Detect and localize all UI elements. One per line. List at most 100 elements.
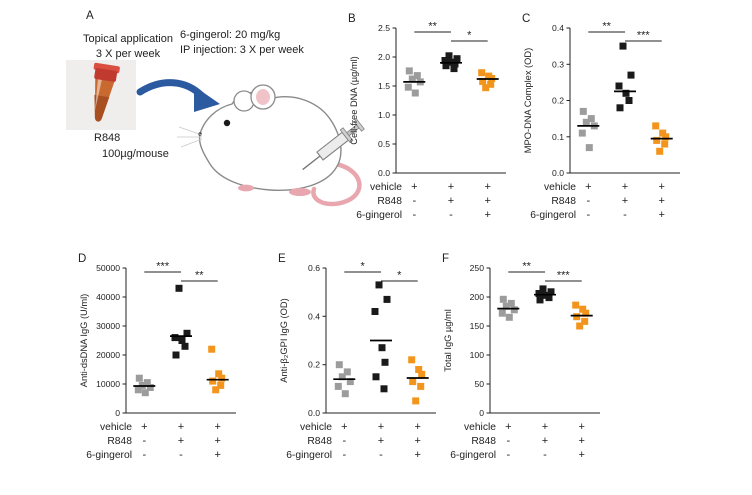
data-point (453, 55, 461, 63)
y-tick-label: 0 (115, 408, 120, 418)
y-tick-label: 1.0 (378, 110, 390, 120)
significance-bar: *** (545, 270, 582, 282)
data-point (498, 309, 506, 317)
data-point (579, 107, 587, 115)
treatment-row: 6-gingerol - - + (530, 209, 665, 221)
significance-label: * (467, 30, 472, 42)
significance-label: * (361, 261, 366, 273)
significance-label: ** (195, 270, 204, 282)
significance-bar: ** (414, 21, 451, 33)
data-point (576, 322, 584, 330)
panel-D-label: D (78, 253, 86, 265)
data-point (507, 299, 515, 307)
y-tick-label: 10000 (96, 379, 120, 389)
treatment-row: 6-gingerol - - + (450, 449, 585, 461)
topical-line2: 3 X per week (95, 47, 161, 60)
data-point (622, 89, 630, 97)
series-2 (476, 69, 499, 92)
series-2 (406, 356, 429, 405)
treatment-symbol: - (586, 209, 590, 221)
series-0 (333, 361, 356, 398)
panel-d-anti-dsdna: D Anti-dsDNA IgG (U/ml) 0 10000 20000 30000 40… (78, 248, 253, 475)
gingerol-dose-text: 6-gingerol: 20 mg/kg IP injection: 3 X p… (180, 28, 304, 58)
data-point (545, 294, 553, 302)
data-point (335, 361, 343, 369)
treatment-row: vehicle + + + (370, 181, 491, 193)
syringe-icon (302, 119, 365, 171)
treatment-symbol: - (586, 195, 590, 207)
data-point (442, 62, 450, 70)
y-tick-label: 2.5 (378, 23, 390, 33)
data-point (209, 377, 217, 385)
data-point (627, 71, 635, 79)
data-point (346, 378, 354, 386)
treatment-symbol: + (448, 181, 454, 193)
data-point (510, 306, 518, 314)
y-tick-label: 0.0 (308, 408, 320, 418)
treatment-row: R848- + + (307, 435, 421, 447)
panel-b-cell-free-dna: B Cell-free DNA (µg/ml) 0.0 0.5 1.0 1.5 2.0 2.5… (348, 8, 523, 235)
treatment-symbol: + (585, 181, 591, 193)
y-tick-label: 0.1 (552, 132, 564, 142)
y-axis-title: Anti-dsDNA IgG (U/ml) (79, 294, 89, 388)
treatment-row: vehicle + + + (544, 181, 665, 193)
gingerol-line1: 6-gingerol: 20 mg/kg (180, 29, 281, 41)
data-point (652, 122, 660, 130)
series-0 (403, 67, 426, 97)
data-point (619, 42, 627, 50)
data-point (572, 301, 580, 309)
significance-label: *** (156, 261, 170, 273)
treatment-symbol: + (178, 421, 184, 433)
treatment-symbol: + (414, 421, 420, 433)
treatment-symbol: + (658, 209, 664, 221)
treatment-symbol: + (414, 435, 420, 447)
data-point (539, 285, 547, 293)
data-point (578, 129, 586, 137)
series-2 (570, 301, 593, 330)
y-tick-label: 50000 (96, 263, 120, 273)
series-0 (497, 295, 520, 321)
data-point (656, 147, 664, 155)
y-tick-label: 2.0 (378, 52, 390, 62)
data-point (445, 52, 453, 60)
data-point (587, 115, 595, 123)
data-point (405, 67, 413, 75)
data-point (135, 374, 143, 382)
data-point (479, 77, 487, 85)
topical-application-text: Topical application 3 X per week (56, 32, 200, 62)
tube-highlight (94, 79, 102, 112)
data-point (547, 288, 555, 296)
significance-label: *** (557, 270, 571, 282)
data-point (372, 373, 380, 381)
treatment-symbol: + (505, 421, 511, 433)
treatment-label: 6-gingerol (530, 210, 576, 221)
data-point (585, 144, 593, 152)
data-point (661, 140, 669, 148)
data-point (404, 83, 412, 91)
y-tick-label: 0.0 (552, 168, 564, 178)
treatment-symbol: + (622, 195, 628, 207)
significance-bar: ** (588, 21, 625, 33)
significance-bar: *** (144, 261, 181, 273)
axes (322, 267, 436, 414)
significance-label: * (397, 270, 402, 282)
treatment-row: R848- + + (377, 195, 491, 207)
data-point (502, 302, 510, 310)
series-1 (440, 52, 462, 73)
data-point (183, 329, 191, 337)
axes (566, 27, 680, 174)
panel-f-total-igg: F Total IgG µg/ml 0 50 100 150 200 250 ** *** vehi… (442, 248, 617, 475)
treatment-symbol: - (179, 449, 183, 461)
significance-bar: * (451, 30, 488, 42)
treatment-label: vehicle (370, 182, 402, 193)
data-point (415, 366, 423, 373)
treatment-label: 6-gingerol (86, 450, 132, 461)
treatment-label: R848 (471, 436, 496, 447)
treatment-label: vehicle (464, 422, 496, 433)
data-point (616, 104, 624, 112)
significance-bar: * (381, 270, 418, 282)
treatment-label: vehicle (300, 422, 332, 433)
treatment-row: vehicle + + + (464, 421, 585, 433)
data-point (212, 386, 220, 394)
treatment-symbol: - (623, 209, 627, 221)
